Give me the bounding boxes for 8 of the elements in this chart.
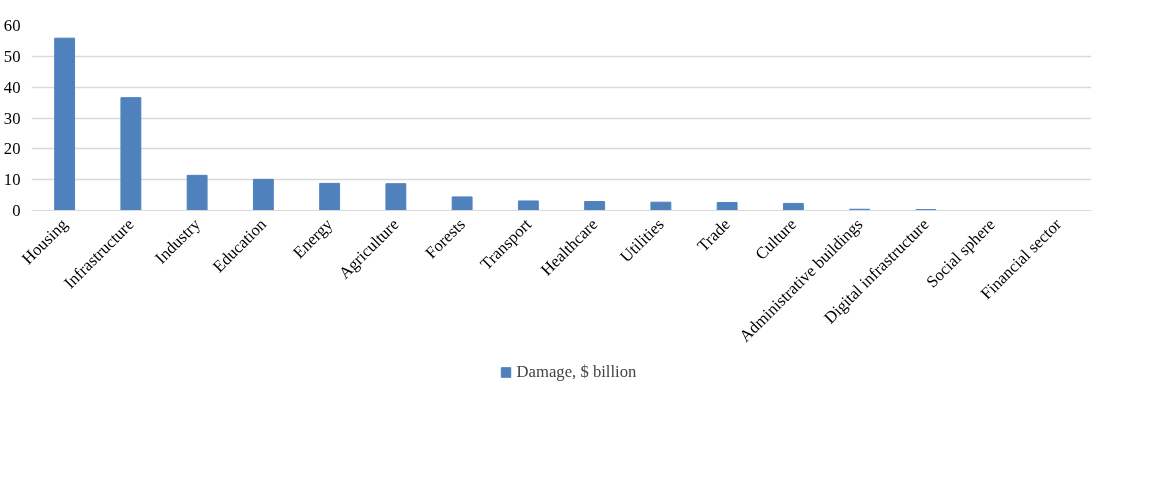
y-tick-label: 50 [3,46,21,66]
y-tick-label: 40 [3,77,21,97]
y-tick-label: 0 [12,201,21,220]
legend-label: Damage, $ billion [516,362,637,382]
y-tick-label: 60 [3,16,21,35]
y-tick-label: 30 [3,108,21,128]
y-tick-label: 10 [3,170,21,190]
y-tick-label: 20 [3,139,21,159]
